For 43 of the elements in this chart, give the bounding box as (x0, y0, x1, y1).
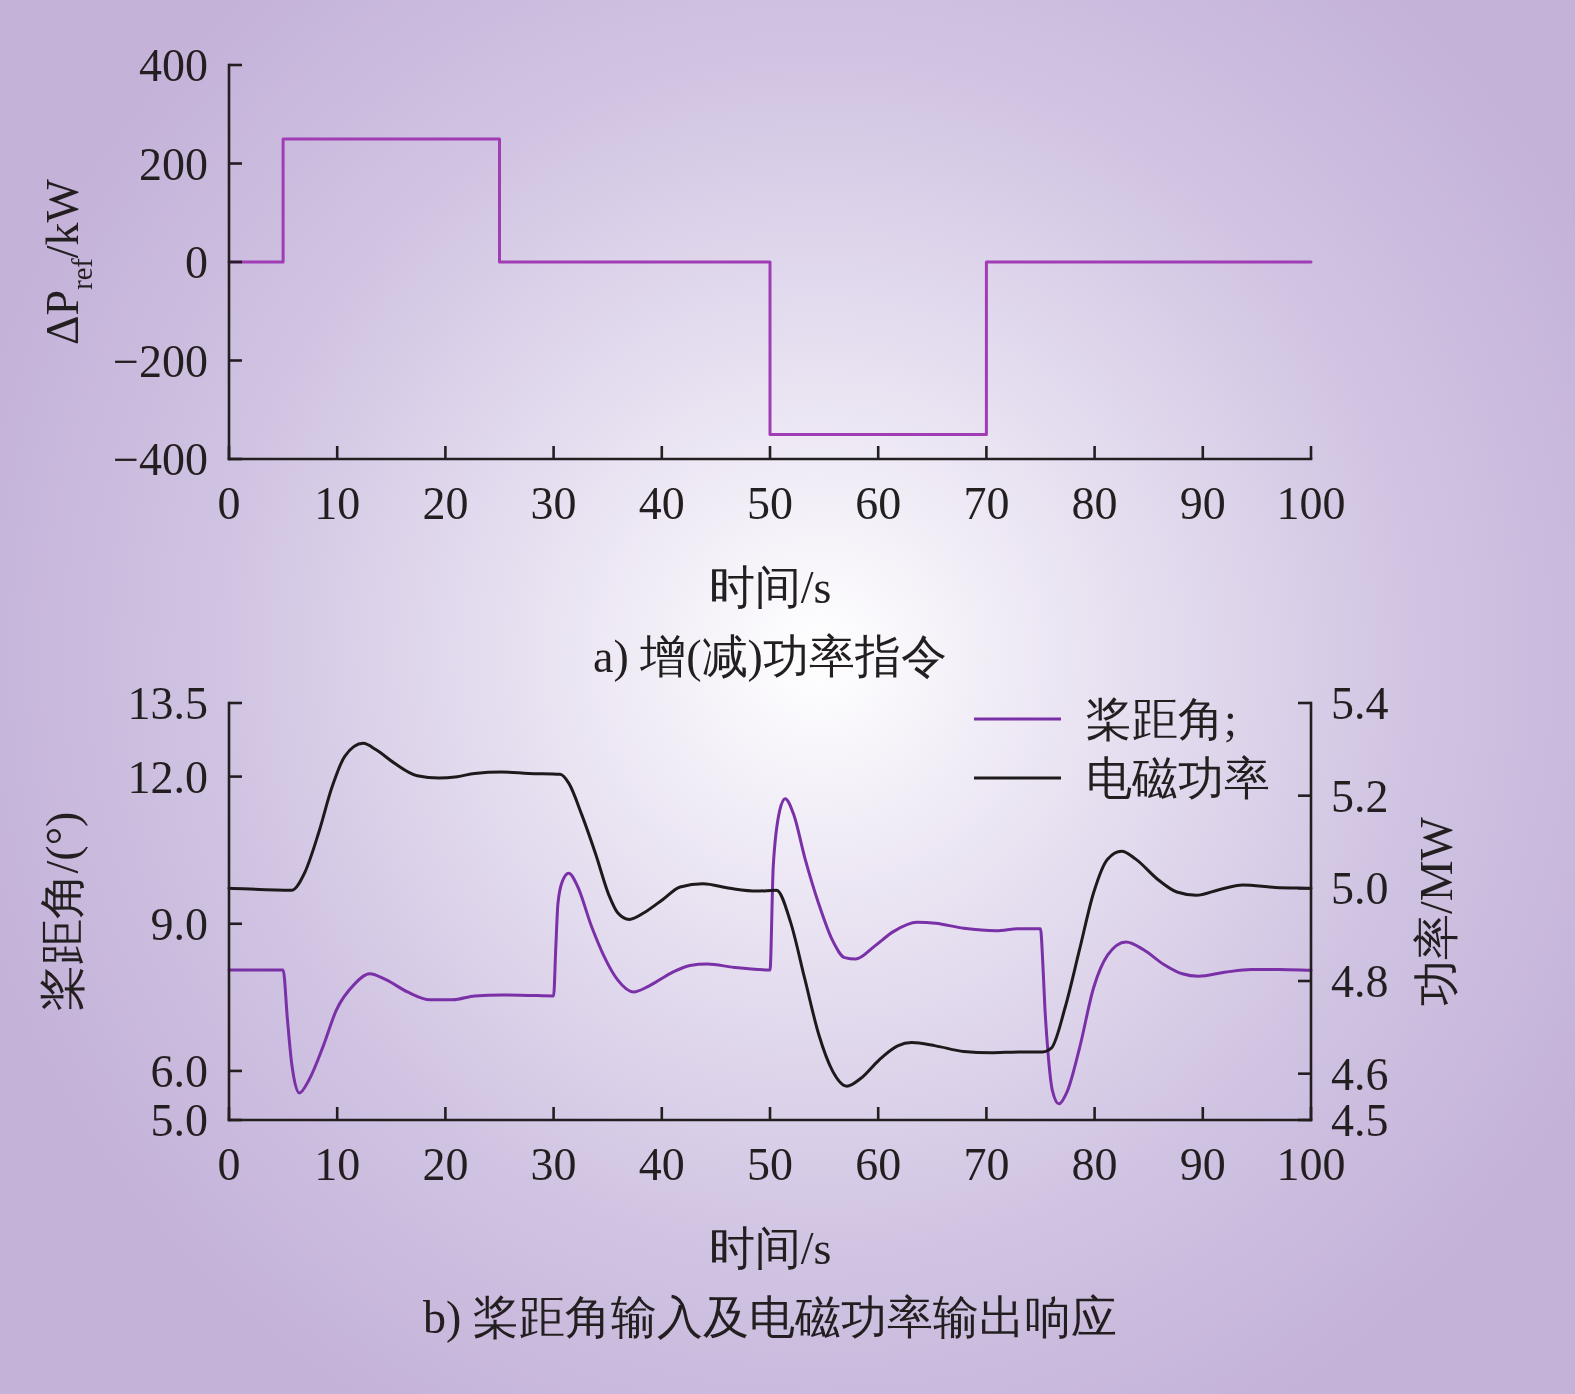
x-tick-label: 50 (747, 1139, 793, 1191)
x-tick-label: 10 (314, 478, 361, 530)
y-tick-label: 13.5 (127, 678, 208, 730)
y-tick-label: 9.0 (150, 898, 208, 950)
y-tick-label: 0 (185, 237, 208, 289)
x-tick-label: 0 (217, 1139, 241, 1191)
x-tick-label: 50 (747, 478, 793, 530)
x-tick-label: 70 (963, 1139, 1010, 1191)
y-tick-label: 400 (139, 40, 208, 92)
y-tick-label: 12.0 (127, 751, 208, 803)
x-tick-label: 40 (638, 478, 685, 530)
y2-tick-label: 5.2 (1331, 770, 1389, 822)
x-tick-label: 80 (1071, 1139, 1118, 1191)
y-tick-label: −400 (113, 434, 208, 486)
y-axis-title: 桨距角/(°) (37, 811, 88, 1012)
y2-tick-label: 5.4 (1331, 678, 1389, 730)
legend-label: 桨距角; (1086, 694, 1237, 746)
legend-label: 电磁功率 (1086, 753, 1270, 805)
x-tick-label: 20 (422, 478, 469, 530)
x-tick-label: 10 (314, 1139, 361, 1191)
x-tick-label: 30 (530, 1139, 577, 1191)
x-axis-title: 时间/s (708, 562, 832, 614)
y-tick-label: 6.0 (150, 1046, 208, 1098)
y-tick-label: −200 (113, 335, 208, 387)
text: b) 桨距角输入及电磁功率输出响应 (423, 1292, 1117, 1344)
x-tick-label: 100 (1276, 478, 1346, 530)
x-tick-label: 0 (217, 478, 241, 530)
x-tick-label: 20 (422, 1139, 469, 1191)
x-tick-label: 70 (963, 478, 1010, 530)
x-tick-label: 90 (1179, 1139, 1226, 1191)
y2-axis-title: 功率/MW (1411, 816, 1462, 1007)
x-tick-label: 90 (1179, 478, 1226, 530)
y2-tick-label: 5.0 (1331, 863, 1389, 915)
y-tick-label: 5.0 (150, 1095, 208, 1147)
text: a) 增(减)功率指令 (593, 631, 947, 683)
x-tick-label: 30 (530, 478, 577, 530)
x-axis-title: 时间/s (708, 1223, 832, 1275)
y-tick-label: 200 (139, 138, 208, 190)
y2-tick-label: 4.8 (1331, 956, 1389, 1008)
x-tick-label: 40 (638, 1139, 685, 1191)
x-tick-label: 60 (855, 1139, 902, 1191)
x-tick-label: 80 (1071, 478, 1118, 530)
x-tick-label: 60 (855, 478, 902, 530)
